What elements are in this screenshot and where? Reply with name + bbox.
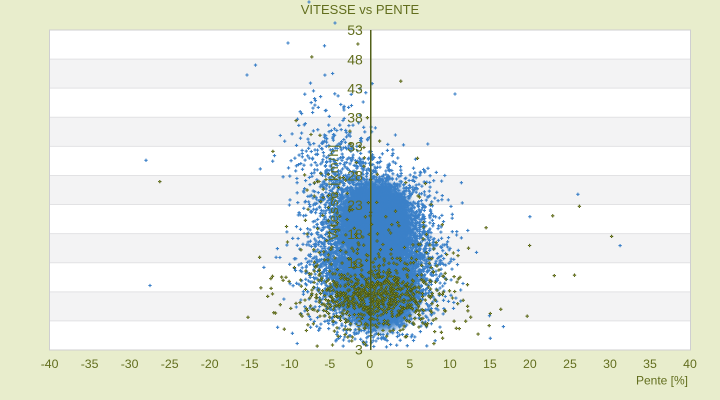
svg-text:23: 23 <box>347 197 363 213</box>
svg-text:20: 20 <box>523 357 537 371</box>
svg-text:53: 53 <box>347 22 363 38</box>
svg-text:-5: -5 <box>324 357 335 371</box>
svg-text:33: 33 <box>347 139 363 155</box>
svg-text:10: 10 <box>443 357 457 371</box>
svg-text:Pente [%]: Pente [%] <box>636 374 688 388</box>
svg-text:25: 25 <box>563 357 577 371</box>
svg-text:43: 43 <box>347 80 363 96</box>
svg-text:-30: -30 <box>121 357 139 371</box>
svg-text:-35: -35 <box>81 357 99 371</box>
svg-text:48: 48 <box>347 51 363 67</box>
svg-text:-20: -20 <box>201 357 219 371</box>
svg-text:Vitesse [km/h]: Vitesse [km/h] <box>326 144 341 241</box>
svg-text:30: 30 <box>603 357 617 371</box>
svg-text:15: 15 <box>483 357 497 371</box>
svg-text:13: 13 <box>347 255 363 271</box>
svg-text:-25: -25 <box>161 357 179 371</box>
svg-text:-15: -15 <box>241 357 259 371</box>
svg-text:-40: -40 <box>41 357 59 371</box>
svg-text:VITESSE vs PENTE: VITESSE vs PENTE <box>301 2 420 17</box>
svg-text:3: 3 <box>355 313 363 329</box>
svg-text:3: 3 <box>355 342 363 358</box>
svg-text:28: 28 <box>347 168 363 184</box>
svg-text:40: 40 <box>683 357 697 371</box>
svg-text:8: 8 <box>355 284 363 300</box>
svg-text:-10: -10 <box>281 357 299 371</box>
svg-text:5: 5 <box>406 357 413 371</box>
svg-text:38: 38 <box>347 109 363 125</box>
svg-text:18: 18 <box>347 226 363 242</box>
svg-text:35: 35 <box>643 357 657 371</box>
svg-text:0: 0 <box>366 357 373 371</box>
